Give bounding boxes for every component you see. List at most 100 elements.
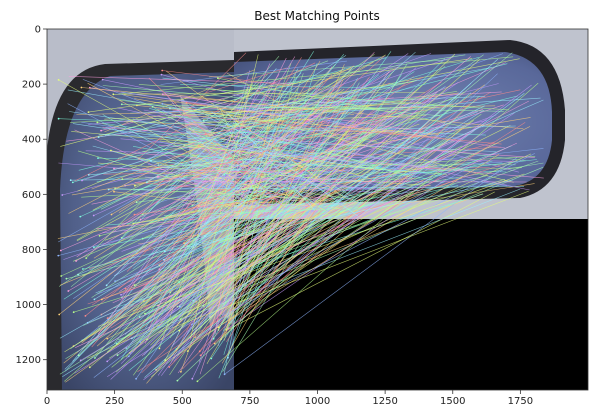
keypoint-marker [65,277,68,280]
match-line [68,76,294,84]
keypoint-marker [106,360,109,363]
keypoint-marker [134,184,136,187]
match-line [132,74,380,269]
keypoint-marker [141,213,144,216]
keypoint-marker [85,257,88,259]
keypoint-marker [223,373,226,376]
match-line [116,210,310,345]
keypoint-marker [161,93,164,96]
keypoint-marker [114,280,116,283]
match-line [60,158,368,286]
keypoint-marker [198,233,201,235]
match-line [161,74,519,173]
match-line [163,208,339,216]
keypoint-marker [106,337,109,340]
match-line [205,121,277,135]
keypoint-marker [161,69,164,72]
match-line [100,88,342,210]
match-line [75,66,399,262]
match-line [77,150,272,208]
keypoint-marker [116,354,119,357]
match-line [88,99,369,125]
match-line [73,140,303,299]
match-line [118,82,459,315]
match-line [88,58,473,113]
match-line [137,122,526,373]
match-line [138,84,510,111]
x-tick-label: 1250 [372,396,397,407]
x-tick-label: 500 [173,396,192,407]
match-line [188,115,427,124]
match-line [146,208,302,384]
match-line [193,154,500,343]
keypoint-marker [169,291,172,294]
keypoint-marker [217,77,219,80]
keypoint-marker [139,218,142,221]
match-line [143,84,532,381]
match-line [149,108,375,165]
match-line [102,126,535,158]
match-line [104,102,422,120]
keypoint-marker [120,293,122,296]
y-tick-label: 1200 [16,355,41,366]
match-line [226,103,285,249]
keypoint-marker [120,237,123,239]
match-line [59,88,345,315]
keypoint-marker [139,341,142,343]
keypoint-marker [110,149,112,152]
match-line [138,89,521,172]
match-line [161,69,391,376]
keypoint-marker [191,377,194,380]
keypoint-marker [160,73,163,76]
keypoint-marker [59,249,62,252]
keypoint-marker [133,284,136,287]
keypoint-marker [168,366,171,368]
match-line [114,155,325,277]
match-line [146,55,347,183]
match-line [198,148,249,211]
match-line [197,82,539,382]
keypoint-marker [57,254,60,257]
match-line [68,65,355,214]
match-line [147,63,271,331]
match-line [80,197,351,361]
match-line [221,153,535,317]
keypoint-marker [77,354,80,357]
keypoint-marker [163,250,166,253]
match-line [152,106,325,210]
match-line [213,161,361,190]
match-line [177,95,480,381]
keypoint-marker [179,318,182,321]
keypoint-marker [87,174,90,176]
keypoint-marker [88,366,91,369]
match-line [89,126,378,368]
y-tick-label: 0 [35,25,41,36]
match-line [164,179,513,252]
x-tick-label: 1000 [305,396,330,407]
keypoint-marker [161,102,164,105]
match-line [140,200,255,343]
keypoint-marker [110,213,113,216]
match-line [113,191,252,209]
keypoint-marker [79,359,82,362]
match-line [75,142,518,348]
match-line [220,64,345,340]
match-lines [57,51,544,384]
match-line [153,107,413,185]
match-line [165,168,385,240]
match-line [108,186,525,190]
match-line [81,56,454,181]
keypoint-marker [97,157,99,160]
keypoint-marker [176,379,179,382]
match-line [214,123,395,201]
match-line [160,210,346,341]
match-line [107,97,448,362]
match-line [158,204,277,226]
chart-title: Best Matching Points [254,9,379,23]
match-line [195,75,414,262]
match-line [225,111,316,211]
keypoint-marker [158,347,161,350]
match-line [117,107,250,136]
match-line [136,213,296,276]
match-line [134,149,279,186]
